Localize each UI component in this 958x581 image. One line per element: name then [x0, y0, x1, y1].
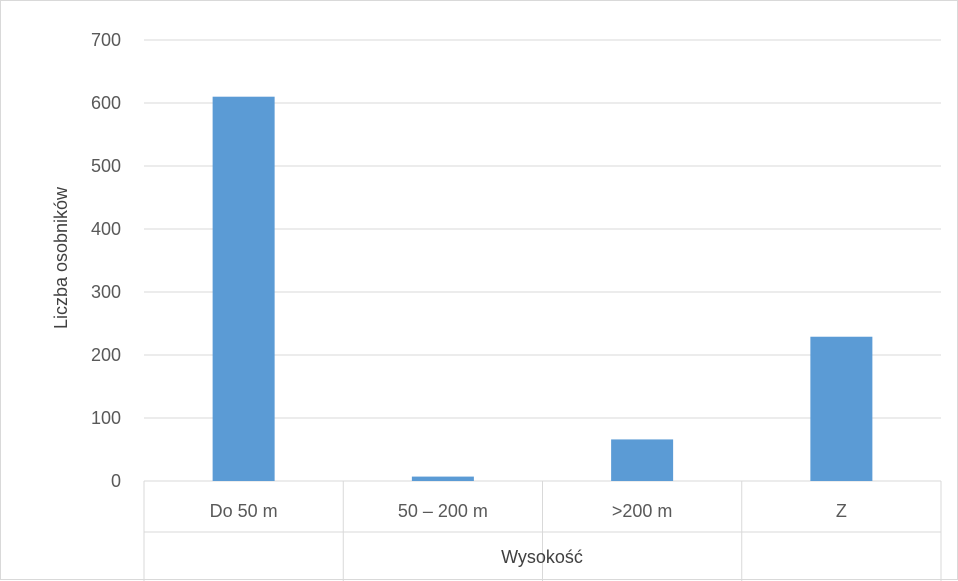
y-tick-label: 100 [91, 408, 121, 428]
bar [810, 336, 873, 481]
x-tick-label: Do 50 m [210, 501, 278, 521]
y-tick-label: 0 [111, 471, 121, 491]
x-axis-title: Wysokość [501, 547, 583, 567]
y-tick-label: 200 [91, 345, 121, 365]
y-axis-ticks: 0 100 200 300 400 500 600 700 [91, 30, 121, 491]
y-axis-title: Liczba osobników [51, 186, 71, 329]
x-tick-label: >200 m [612, 501, 673, 521]
y-tick-label: 600 [91, 93, 121, 113]
bar [411, 476, 474, 481]
y-tick-label: 400 [91, 219, 121, 239]
bars [212, 96, 873, 481]
bar [611, 439, 674, 481]
bar [212, 96, 275, 481]
x-axis: Do 50 m 50 – 200 m >200 m Z [143, 481, 942, 581]
y-tick-label: 500 [91, 156, 121, 176]
x-tick-label: 50 – 200 m [398, 501, 488, 521]
x-tick-label: Z [836, 501, 847, 521]
y-tick-label: 700 [91, 30, 121, 50]
y-tick-label: 300 [91, 282, 121, 302]
gridlines [144, 39, 941, 482]
